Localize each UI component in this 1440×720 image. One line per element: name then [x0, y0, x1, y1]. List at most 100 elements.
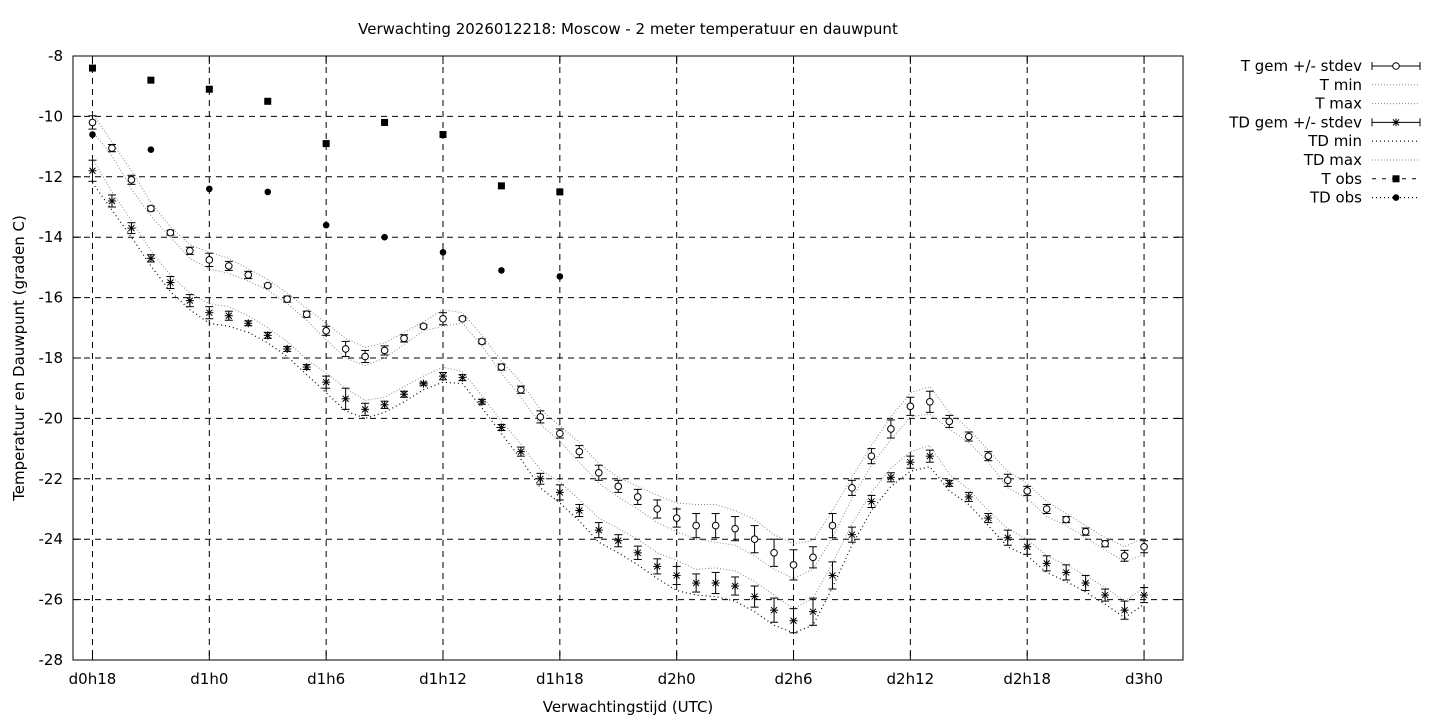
- t-gem-point: [789, 561, 798, 569]
- td-gem-point-stroke: [1023, 543, 1031, 551]
- td-gem-point: [244, 319, 253, 328]
- td-gem-point: [127, 224, 136, 233]
- y-tick-label: -28: [39, 651, 64, 669]
- td-gem-point-stroke: [225, 312, 233, 320]
- legend-marker: [1392, 194, 1400, 201]
- t-gem-point: [809, 553, 817, 562]
- td-gem-point: [1003, 533, 1012, 542]
- x-tick-label: d2h18: [1003, 670, 1051, 688]
- t-gem-point: [614, 482, 623, 491]
- t-gem-point: [283, 295, 292, 303]
- t-obs-point: [381, 118, 389, 126]
- td-gem-point: [925, 452, 934, 461]
- legend-marker-stroke: [1392, 119, 1400, 126]
- t-gem-point: [633, 493, 642, 501]
- t-obs-point: [147, 76, 155, 84]
- t-gem-point: [750, 535, 759, 544]
- x-tick-label: d1h6: [307, 670, 345, 688]
- td-gem-point: [1042, 559, 1051, 568]
- td-gem-point-stroke: [848, 531, 856, 539]
- td-gem-point: [477, 397, 486, 406]
- td-gem-point: [653, 562, 662, 571]
- t-gem-point: [945, 417, 954, 426]
- td-gem-point: [828, 571, 837, 580]
- t-gem-point: [711, 521, 720, 530]
- td-gem-point: [984, 514, 993, 523]
- t-gem-point: [517, 385, 525, 394]
- td-obs-point: [556, 273, 564, 280]
- td-gem-point: [575, 506, 584, 515]
- t-gem-point: [1042, 505, 1051, 513]
- td-gem-point: [555, 488, 564, 497]
- td-gem-point: [1101, 591, 1110, 600]
- td-gem-point-stroke: [1140, 591, 1148, 599]
- x-tick-label: d2h12: [887, 670, 935, 688]
- td-gem-point-stroke: [829, 572, 836, 579]
- td-gem-point-stroke: [89, 167, 96, 175]
- td-gem-point-stroke: [673, 572, 681, 579]
- td-gem-point-stroke: [147, 254, 155, 262]
- td-gem-point: [633, 548, 642, 557]
- td-gem-point-stroke: [167, 279, 174, 286]
- td-gem-point-stroke: [692, 579, 700, 587]
- td-gem-point-stroke: [926, 452, 934, 460]
- t-gem-point: [322, 327, 330, 335]
- t-gem-point: [108, 144, 116, 152]
- chart-title: Verwachting 2026012218: Moscow - 2 meter…: [358, 20, 898, 38]
- td-gem-point-stroke: [1101, 591, 1109, 599]
- td-gem-point: [809, 607, 817, 616]
- td-obs-point: [206, 185, 213, 193]
- td-gem-point-stroke: [556, 489, 564, 496]
- t-gem-point: [400, 334, 408, 343]
- t-gem-point: [594, 468, 603, 477]
- td-obs-point: [498, 267, 505, 274]
- x-tick-label: d1h12: [419, 670, 467, 688]
- td-gem-point-stroke: [907, 458, 914, 466]
- y-tick-label: -14: [39, 228, 64, 246]
- td-gem-point-stroke: [1043, 560, 1051, 567]
- x-tick-label: d2h6: [774, 670, 812, 688]
- td-gem-point-stroke: [712, 579, 719, 587]
- t-obs-point: [205, 85, 213, 93]
- td-gem-point: [1120, 606, 1129, 615]
- td-obs-point: [264, 188, 272, 196]
- t-gem-point: [478, 337, 486, 346]
- t-gem-point: [906, 402, 915, 411]
- t-gem-point: [887, 425, 895, 433]
- x-tick-label: d1h0: [190, 670, 228, 688]
- t-gem-point: [88, 118, 97, 127]
- td-gem-point: [1140, 591, 1149, 600]
- t-gem-point: [848, 484, 856, 492]
- td-gem-point: [185, 296, 194, 305]
- legend-label: TD gem +/- stdev: [1228, 113, 1362, 131]
- td-gem-point-stroke: [770, 606, 778, 614]
- td-gem-point: [419, 379, 428, 388]
- td-gem-point-stroke: [1004, 534, 1012, 542]
- td-gem-point: [536, 474, 545, 483]
- t-gem-point: [458, 314, 467, 323]
- legend-marker: [1392, 62, 1400, 70]
- legend-label: TD max: [1303, 151, 1362, 169]
- td-gem-point-stroke: [517, 448, 525, 455]
- legend-label: T gem +/- stdev: [1240, 57, 1362, 75]
- td-gem-point-stroke: [205, 309, 213, 317]
- td-gem-point: [516, 447, 525, 456]
- td-gem-point: [302, 363, 311, 372]
- td-gem-point: [361, 405, 370, 414]
- t-gem-point: [147, 204, 155, 213]
- t-gem-point: [556, 429, 564, 438]
- t-gem-point: [828, 521, 837, 530]
- t-obs-point: [556, 188, 564, 196]
- td-gem-point-stroke: [459, 374, 466, 381]
- x-tick-label: d1h18: [536, 670, 584, 688]
- y-tick-label: -12: [39, 168, 64, 186]
- t-gem-point: [770, 548, 778, 557]
- td-gem-point-stroke: [809, 608, 817, 616]
- td-gem-point: [711, 578, 720, 587]
- legend-label: T max: [1314, 95, 1362, 113]
- td-gem-point-stroke: [537, 475, 544, 483]
- t-gem-point: [302, 310, 311, 319]
- y-tick-label: -20: [39, 409, 64, 427]
- plot-frame: [72, 55, 1184, 661]
- td-gem-point-stroke: [244, 319, 252, 327]
